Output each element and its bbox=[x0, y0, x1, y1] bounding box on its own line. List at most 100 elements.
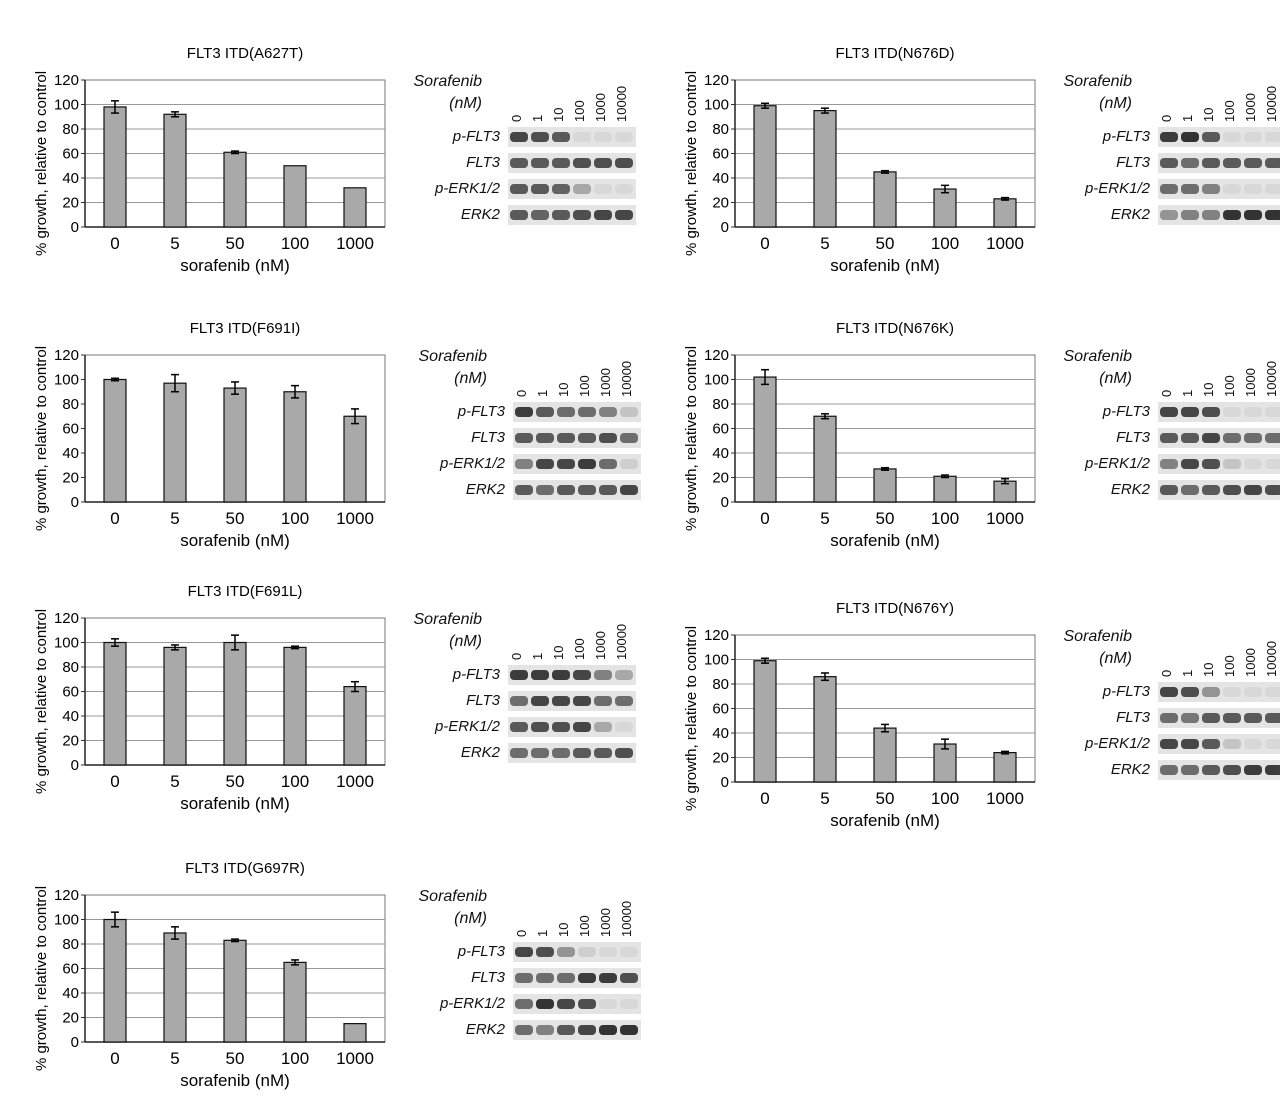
blot-band bbox=[1202, 132, 1220, 142]
bar-chart: FLT3 ITD(N676K) 0 20 40 60 80 100 120 0 5 50 100 100… bbox=[683, 320, 1036, 550]
x-axis-title: sorafenib (nM) bbox=[180, 794, 290, 813]
lane-label: 10 bbox=[1201, 107, 1216, 122]
blot-band bbox=[594, 210, 612, 220]
y-tick-label: 0 bbox=[71, 494, 79, 511]
lane-label: 0 bbox=[514, 929, 529, 937]
blot-row: p-FLT3 bbox=[1060, 401, 1280, 423]
blot-strip bbox=[508, 205, 636, 225]
y-axis-title: % growth, relative to control bbox=[683, 346, 700, 531]
blot-band bbox=[1181, 485, 1199, 495]
blot-strip bbox=[1158, 205, 1280, 225]
y-tick-label: 40 bbox=[712, 170, 729, 187]
blot-band bbox=[536, 973, 554, 983]
bar bbox=[163, 382, 187, 503]
blot-band bbox=[531, 132, 549, 142]
y-tick-label: 80 bbox=[712, 396, 729, 413]
lane-label: 10 bbox=[556, 922, 571, 937]
blot-band bbox=[1160, 459, 1178, 469]
blot-row-label: ERK2 bbox=[465, 481, 505, 498]
x-tick-label: 0 bbox=[110, 1049, 119, 1068]
blot-strip bbox=[1158, 708, 1280, 728]
bar bbox=[163, 646, 187, 766]
blot-band bbox=[1223, 765, 1241, 775]
western-blot: Sorafenib (nM) 0 1 10 100 1000 10000 p-FLT3 FLT3 p… bbox=[1060, 628, 1280, 829]
y-tick-label: 20 bbox=[62, 733, 79, 750]
blot-title-unit: (nM) bbox=[454, 370, 487, 387]
blot-band bbox=[1265, 485, 1280, 495]
y-tick-label: 120 bbox=[54, 347, 79, 364]
blot-band bbox=[1265, 433, 1280, 443]
blot-band bbox=[599, 485, 617, 495]
y-tick-label: 100 bbox=[704, 652, 729, 669]
y-tick-label: 20 bbox=[62, 470, 79, 487]
blot-band bbox=[620, 1025, 638, 1035]
blot-band bbox=[510, 158, 528, 168]
panel-a627t: FLT3 ITD(A627T) 0 20 40 60 80 100 120 0 5 50 100 100… bbox=[30, 40, 636, 290]
blot-row-label: ERK2 bbox=[460, 206, 500, 223]
blot-title-unit: (nM) bbox=[449, 95, 482, 112]
bar bbox=[103, 106, 127, 228]
x-tick-label: 5 bbox=[820, 234, 829, 253]
blot-row-label: ERK2 bbox=[1110, 761, 1150, 778]
y-tick-label: 100 bbox=[54, 912, 79, 929]
blot-band bbox=[1160, 485, 1178, 495]
x-axis-title: sorafenib (nM) bbox=[180, 531, 290, 550]
blot-row-label: p-ERK1/2 bbox=[434, 718, 500, 735]
y-tick-label: 120 bbox=[704, 627, 729, 644]
blot-strip bbox=[513, 480, 641, 500]
blot-band bbox=[531, 184, 549, 194]
blot-strip bbox=[508, 665, 636, 685]
blot-band bbox=[1181, 407, 1199, 417]
lane-label: 1 bbox=[530, 652, 545, 660]
blot-band bbox=[515, 973, 533, 983]
blot-strip bbox=[513, 428, 641, 448]
blot-band bbox=[1244, 407, 1262, 417]
blot-band bbox=[1223, 184, 1241, 194]
blot-row-label: ERK2 bbox=[1110, 481, 1150, 498]
blot-row: p-ERK1/2 bbox=[415, 453, 645, 475]
blot-strip bbox=[1158, 153, 1280, 173]
blot-band bbox=[1202, 184, 1220, 194]
blot-row: ERK2 bbox=[1060, 204, 1280, 226]
blot-strip bbox=[1158, 127, 1280, 147]
blot-band bbox=[1223, 687, 1241, 697]
blot-band bbox=[1181, 687, 1199, 697]
lane-label: 1 bbox=[1180, 114, 1195, 122]
y-tick-label: 0 bbox=[721, 494, 729, 511]
blot-band bbox=[515, 947, 533, 957]
panel-f691l: FLT3 ITD(F691L) 0 20 40 60 80 100 120 0 5 50 100 100… bbox=[30, 578, 636, 828]
blot-band bbox=[557, 485, 575, 495]
blot-band bbox=[1223, 210, 1241, 220]
y-tick-label: 100 bbox=[704, 372, 729, 389]
blot-band bbox=[599, 459, 617, 469]
x-tick-label: 5 bbox=[170, 234, 179, 253]
y-tick-label: 40 bbox=[62, 985, 79, 1002]
blot-row: p-ERK1/2 bbox=[1060, 733, 1280, 755]
blot-row-label: p-FLT3 bbox=[1102, 403, 1150, 420]
blot-band bbox=[594, 722, 612, 732]
bar bbox=[163, 113, 187, 228]
blot-band bbox=[620, 999, 638, 1009]
bar-chart: FLT3 ITD(N676Y) 0 20 40 60 80 100 120 0 5 50 100 100… bbox=[683, 600, 1036, 830]
blot-row-label: ERK2 bbox=[1110, 206, 1150, 223]
blot-lane-labels: 0 1 10 100 1000 10000 bbox=[513, 889, 643, 937]
blot-band bbox=[1202, 433, 1220, 443]
blot-band bbox=[1223, 407, 1241, 417]
blot-title-drug: Sorafenib bbox=[1063, 628, 1133, 645]
blot-row-label: FLT3 bbox=[1116, 429, 1150, 446]
blot-band bbox=[1181, 158, 1199, 168]
blot-band bbox=[1244, 739, 1262, 749]
blot-band bbox=[1160, 713, 1178, 723]
lane-label: 1 bbox=[530, 114, 545, 122]
blot-row: FLT3 bbox=[410, 690, 640, 712]
bar bbox=[283, 165, 307, 228]
x-tick-label: 1000 bbox=[986, 789, 1024, 808]
blot-band bbox=[510, 722, 528, 732]
x-tick-label: 5 bbox=[820, 509, 829, 528]
blot-row: p-FLT3 bbox=[415, 941, 645, 963]
lane-label: 1 bbox=[535, 929, 550, 937]
blot-strip bbox=[508, 743, 636, 763]
blot-band bbox=[615, 722, 633, 732]
lane-label: 10000 bbox=[1264, 640, 1279, 677]
bar bbox=[343, 685, 367, 766]
